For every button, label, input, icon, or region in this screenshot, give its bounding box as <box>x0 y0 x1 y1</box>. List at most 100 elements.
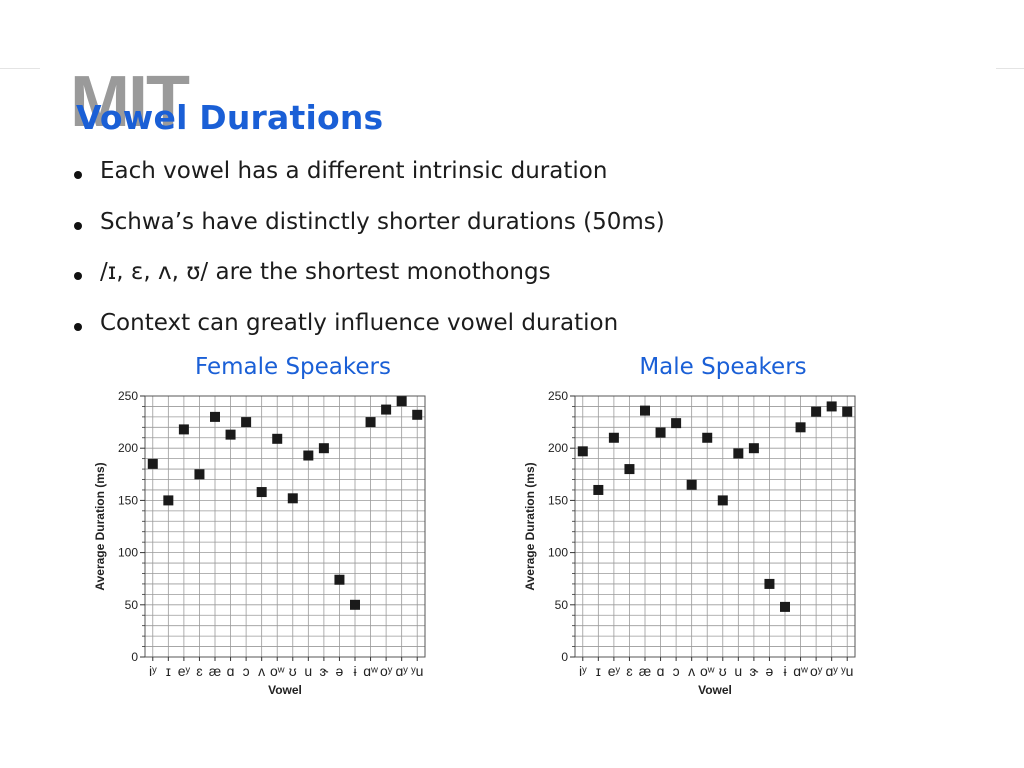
slide-title: Vowel Durations <box>76 98 384 137</box>
x-tick-label: oʷ <box>700 663 715 679</box>
x-tick-label: ʌ <box>258 663 265 679</box>
data-point-3 <box>194 469 205 480</box>
data-point-14 <box>365 417 376 428</box>
x-tick-label: oʷ <box>270 663 285 679</box>
data-point-16 <box>396 396 407 407</box>
x-tick-label: ɛ <box>196 663 203 679</box>
x-tick-label: æ <box>209 663 221 679</box>
data-point-0 <box>577 446 588 457</box>
x-tick-label: ɑʷ <box>793 663 808 679</box>
bullet-item: Schwa’s have distinctly shorter duration… <box>72 209 665 260</box>
x-tick-label: ɔ <box>243 663 250 679</box>
x-tick-label: oʸ <box>380 663 393 679</box>
x-tick-label: oʸ <box>810 663 823 679</box>
data-point-6 <box>671 418 682 429</box>
top-rule-left <box>0 68 40 69</box>
mit-logo: MIT <box>70 62 190 142</box>
x-tick-label: ʊ <box>719 663 727 679</box>
y-tick-label: 200 <box>548 441 568 455</box>
data-point-5 <box>655 427 666 438</box>
y-axis-label: Average Duration (ms) <box>93 462 107 590</box>
grid <box>145 395 425 658</box>
data-point-15 <box>811 406 822 417</box>
data-point-9 <box>717 495 728 506</box>
x-axis-label: Vowel <box>698 683 732 697</box>
bullet-list: Each vowel has a different intrinsic dur… <box>72 158 665 360</box>
x-tick-label: ɑʸ <box>396 663 409 679</box>
x-tick-label: ɑʷ <box>363 663 378 679</box>
y-tick-label: 250 <box>118 389 138 403</box>
data-point-4 <box>640 405 650 416</box>
data-point-14 <box>795 422 806 433</box>
x-tick-label: eʸ <box>608 663 621 679</box>
data-point-17 <box>842 406 853 417</box>
data-point-11 <box>318 443 329 454</box>
x-tick-label: ɑʸ <box>826 663 839 679</box>
data-point-16 <box>826 401 837 412</box>
bullet-item: Each vowel has a different intrinsic dur… <box>72 158 665 209</box>
x-tick-label: iʸ <box>579 663 587 679</box>
y-tick-label: 150 <box>118 493 138 507</box>
x-tick-label: ɨ <box>353 663 356 679</box>
y-tick-label: 50 <box>555 598 569 612</box>
x-tick-label: ʸu <box>840 663 853 679</box>
data-point-10 <box>303 450 314 461</box>
data-point-13 <box>350 599 360 610</box>
data-point-7 <box>686 479 697 490</box>
x-tick-label: iʸ <box>149 663 157 679</box>
x-tick-label: ɛ <box>626 663 633 679</box>
data-point-6 <box>241 417 252 428</box>
bullet-item: /ɪ, ɛ, ʌ, ʊ/ are the shortest monothongs <box>72 259 665 310</box>
y-tick-label: 0 <box>561 650 568 664</box>
male-speakers-chart: 0 50 100 150 200 250 iʸ ɪ eʸ ɛ æ ɑ ɔ ʌ oʷ ʊ u ɝ ə ɨ ɑʷ oʸ ɑʸ ʸu… <box>523 389 856 697</box>
data-point-5 <box>225 429 236 440</box>
data-point-13 <box>780 601 790 612</box>
female-speakers-chart: 0 50 100 150 200 250 iʸ ɪ eʸ ɛ æ ɑ ɔ ʌ oʷ ʊ u ɝ ə ɨ ɑʷ oʸ ɑʸ ʸu… <box>93 389 426 697</box>
x-tick-label: ʊ <box>289 663 297 679</box>
x-tick-label: ɨ <box>783 663 786 679</box>
x-tick-label: u <box>734 663 742 679</box>
x-tick-label: ʸu <box>410 663 423 679</box>
male-chart-title: Male Speakers <box>639 354 807 380</box>
plot-frame <box>144 395 426 658</box>
y-tick-label: 0 <box>131 650 138 664</box>
x-tick-label: ɪ <box>596 663 601 679</box>
data-point-10 <box>733 448 744 459</box>
x-tick-label: eʸ <box>178 663 191 679</box>
data-point-15 <box>381 404 392 415</box>
y-axis-label: Average Duration (ms) <box>523 462 537 590</box>
data-point-2 <box>178 424 189 435</box>
x-tick-label: ə <box>336 663 344 679</box>
y-tick-label: 150 <box>548 493 568 507</box>
x-tick-label: ɝ <box>749 663 758 679</box>
data-point-11 <box>748 443 759 454</box>
x-tick-label: ʌ <box>688 663 695 679</box>
x-tick-label: ə <box>766 663 774 679</box>
data-point-7 <box>256 487 267 498</box>
data-point-2 <box>608 432 619 443</box>
data-point-1 <box>163 495 174 506</box>
y-tick-label: 100 <box>118 546 138 560</box>
y-tick-label: 50 <box>125 598 139 612</box>
x-tick-label: ɝ <box>319 663 328 679</box>
x-tick-label: ɑ <box>227 663 235 679</box>
plot-frame <box>574 395 856 658</box>
x-tick-label: ɑ <box>657 663 665 679</box>
data-point-12 <box>764 578 775 589</box>
data-point-17 <box>412 409 423 420</box>
top-rule-right <box>996 68 1024 69</box>
data-point-8 <box>702 432 713 443</box>
x-tick-label: u <box>304 663 312 679</box>
x-axis-label: Vowel <box>268 683 302 697</box>
data-point-1 <box>593 484 604 495</box>
bullet-item: Context can greatly influence vowel dura… <box>72 310 665 361</box>
female-chart-title: Female Speakers <box>194 354 391 380</box>
data-point-12 <box>334 574 345 585</box>
data-point-4 <box>210 411 220 422</box>
y-tick-label: 100 <box>548 546 568 560</box>
data-point-8 <box>272 433 283 444</box>
x-tick-label: æ <box>639 663 651 679</box>
data-point-9 <box>287 493 298 504</box>
data-point-3 <box>624 464 635 475</box>
y-tick-label: 250 <box>548 389 568 403</box>
